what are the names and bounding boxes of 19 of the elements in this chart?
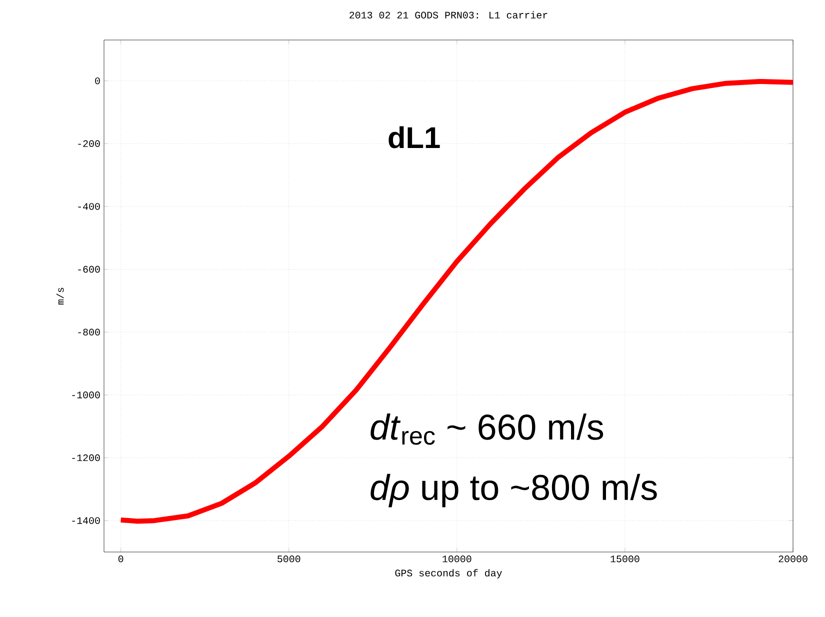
y-tick-label: -600: [78, 266, 100, 273]
x-tick-label: 5000: [278, 556, 300, 562]
x-axis-title: GPS seconds of day: [395, 569, 502, 578]
y-tick-label: 0: [95, 77, 100, 84]
y-tick-label: -800: [78, 328, 100, 336]
y-tick-label: -200: [78, 140, 100, 148]
chart-title: 2013 02 21 GODS PRN03: L1 carrier: [350, 11, 548, 18]
x-tick-label: 10000: [442, 556, 472, 562]
x-tick-label: 0: [118, 556, 124, 562]
y-tick-label: -1000: [72, 392, 100, 398]
annotation: dL1: [388, 126, 440, 148]
annotation: dt$_{rec}$ ~ 660 m/s: [370, 414, 604, 445]
x-tick-label: 20000: [778, 556, 808, 562]
y-tick-label: -1200: [72, 454, 100, 462]
x-tick-label: 15000: [610, 556, 640, 562]
y-tick-label: -400: [78, 203, 100, 210]
y-axis-title: m/s: [56, 288, 64, 304]
annotation: dρ up to ~800 m/s: [370, 474, 657, 508]
y-tick-label: -1400: [72, 517, 100, 524]
